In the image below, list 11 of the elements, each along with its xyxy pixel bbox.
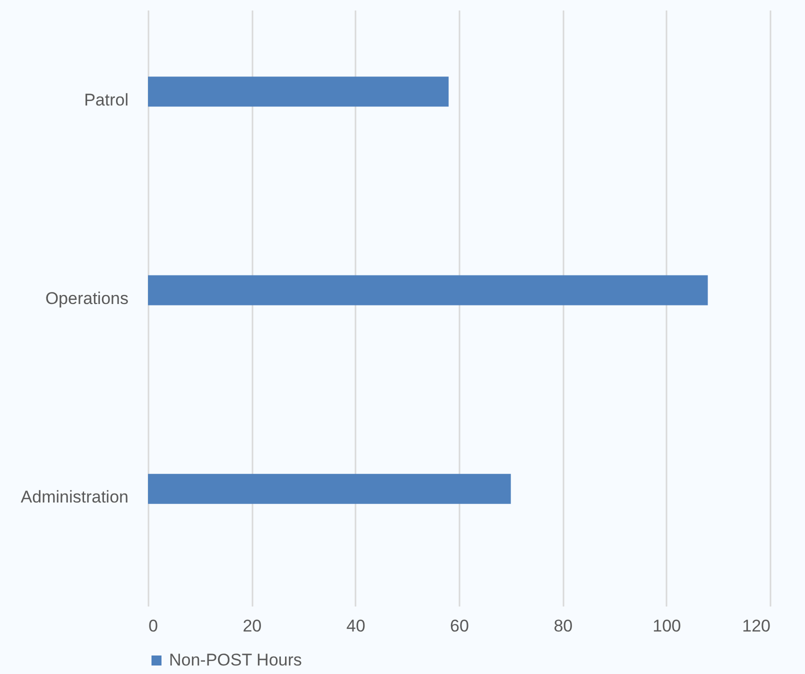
x-tick-label: 0 [148, 616, 158, 636]
y-tick-label: Administration [20, 488, 128, 507]
y-tick-label: Patrol [84, 90, 128, 110]
x-tick-label: 40 [346, 616, 366, 636]
x-tick-label: 60 [450, 616, 469, 636]
legend-label: Non-POST Hours [169, 650, 302, 670]
x-tick-label: 80 [554, 616, 573, 636]
x-tick-label: 20 [242, 616, 262, 636]
y-tick-label: Operations [45, 289, 128, 308]
x-tick-label: 120 [742, 616, 770, 636]
x-tick-label: 100 [652, 616, 682, 636]
